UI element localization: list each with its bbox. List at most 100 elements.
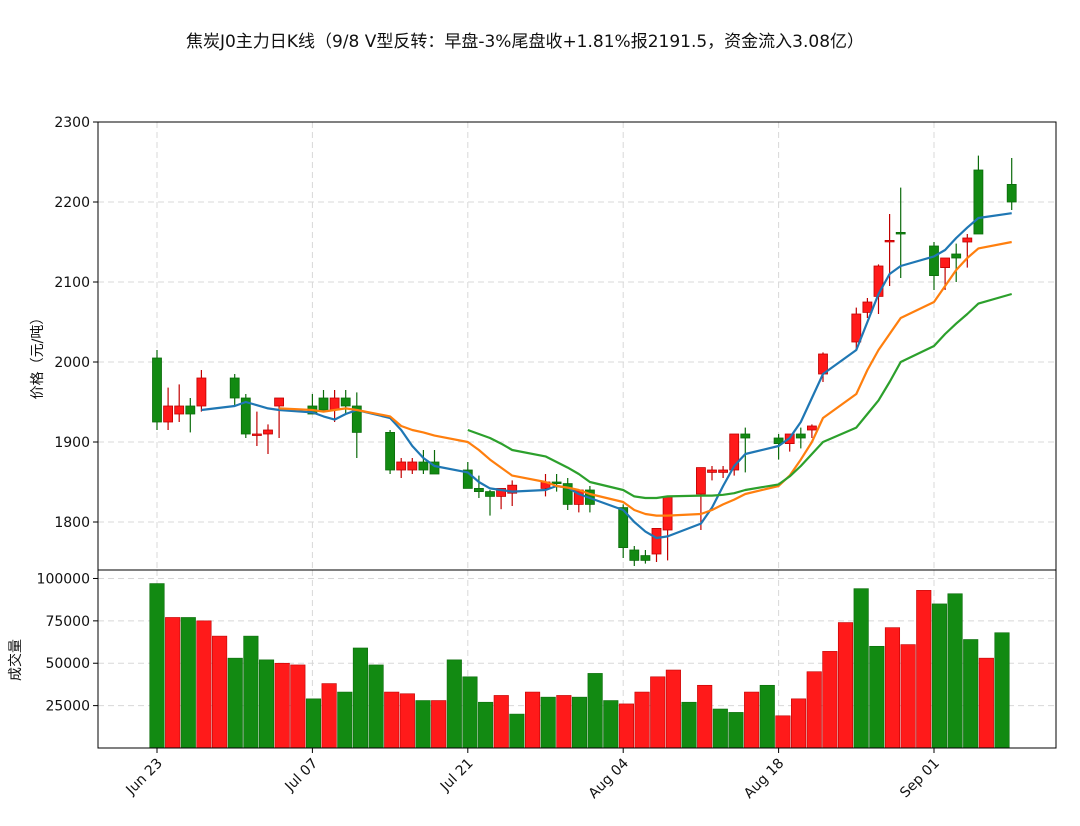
date-axis: Jun 23 Jul 07 Jul 21 Aug 04 Aug 18 Sep 01 [123, 748, 943, 802]
volume-bar [759, 684, 775, 749]
price-axis-label: 价格（元/吨） [30, 311, 46, 400]
volume-bar [775, 715, 791, 749]
volume-bar [994, 632, 1010, 749]
candle-body [407, 461, 418, 471]
volume-bar [884, 627, 901, 749]
volume-bar [978, 657, 994, 749]
volume-bar [258, 659, 275, 749]
candle-body [473, 487, 484, 492]
candle-body [962, 237, 973, 243]
volume-bar [243, 635, 259, 749]
volume-bar [274, 662, 290, 749]
candle-body [185, 405, 196, 415]
volume-bar [806, 671, 822, 749]
candle-body [696, 467, 706, 495]
volume-tick-label: 25000 [45, 699, 90, 715]
candle-body [807, 425, 817, 431]
volume-bar [431, 700, 447, 749]
candle-body [329, 397, 340, 411]
moving-average-line [201, 212, 1012, 540]
volume-axis: 25000 50000 75000 100000 [37, 571, 98, 715]
candle-body [618, 507, 629, 549]
volume-bar [947, 593, 963, 749]
volume-bar [853, 588, 869, 749]
volume-bars [149, 583, 1010, 749]
candle-body [551, 481, 562, 485]
chart-title: 焦炭J0主力日K线（9/8 V型反转：早盘-3%尾盘收+1.81%报2191.5… [186, 32, 864, 52]
volume-bar [963, 639, 979, 749]
price-tick-label: 1800 [54, 515, 90, 531]
date-tick-label: Sep 01 [897, 756, 943, 802]
volume-bar [540, 696, 556, 749]
volume-bar [822, 651, 838, 749]
volume-bar [368, 664, 384, 749]
candle-body [651, 528, 662, 555]
candle-body [418, 461, 429, 471]
volume-bar [321, 683, 337, 749]
volume-bar [603, 700, 619, 749]
volume-bar [493, 695, 509, 749]
candle-body [951, 253, 962, 259]
candle-body [940, 257, 950, 268]
volume-bar [462, 676, 478, 749]
volume-tick-label: 100000 [37, 571, 90, 587]
candle-body [629, 549, 640, 561]
price-tick-label: 2300 [54, 115, 90, 131]
volume-bar [697, 684, 713, 749]
volume-bar [665, 669, 681, 749]
volume-bar [399, 693, 415, 749]
date-tick-label: Jun 23 [123, 756, 166, 799]
candle-body [163, 405, 174, 423]
volume-bar [478, 701, 494, 749]
candle-body [340, 397, 351, 407]
volume-bar [837, 622, 854, 749]
volume-bar [446, 659, 462, 749]
candle-body [884, 239, 895, 243]
volume-bar [681, 701, 697, 749]
price-tick-label: 2000 [54, 355, 90, 371]
volume-bar [525, 691, 541, 749]
candle-body [496, 487, 507, 497]
candle-body [1006, 183, 1017, 203]
volume-bar [587, 673, 603, 749]
candle-body [274, 397, 285, 407]
date-tick-label: Aug 04 [586, 755, 632, 801]
volume-tick-label: 75000 [45, 614, 90, 630]
volume-bar [337, 691, 353, 749]
date-tick-label: Jul 21 [437, 756, 477, 796]
candle-body [562, 483, 573, 505]
volume-bar [180, 617, 196, 749]
candle-body [429, 461, 440, 475]
volume-bar [869, 645, 885, 749]
volume-bar [509, 713, 525, 749]
moving-average-lines [201, 212, 1013, 540]
volume-bar [571, 696, 588, 749]
candle-body [196, 377, 207, 407]
volume-bar [212, 635, 228, 749]
candle-body [485, 491, 495, 497]
volume-bar [618, 703, 634, 749]
candle-body [318, 397, 329, 411]
candle-body [973, 169, 984, 235]
candle-body [862, 301, 873, 313]
volume-bar [931, 603, 947, 749]
candle-body [662, 495, 673, 531]
volume-bar [556, 695, 572, 749]
volume-bar [352, 647, 368, 749]
price-tick-label: 1900 [54, 435, 90, 451]
volume-bar [384, 691, 400, 749]
candle-body [707, 469, 717, 473]
volume-bar [196, 620, 212, 749]
candle-body [851, 313, 862, 343]
date-tick-label: Aug 18 [741, 756, 787, 802]
volume-bar [650, 676, 666, 749]
volume-bar [712, 708, 728, 749]
candle-body [251, 433, 262, 436]
volume-bar [728, 712, 744, 749]
volume-tick-label: 50000 [45, 656, 90, 672]
candle-body [152, 357, 162, 423]
candle-body [351, 405, 362, 433]
price-tick-label: 2100 [54, 275, 90, 291]
